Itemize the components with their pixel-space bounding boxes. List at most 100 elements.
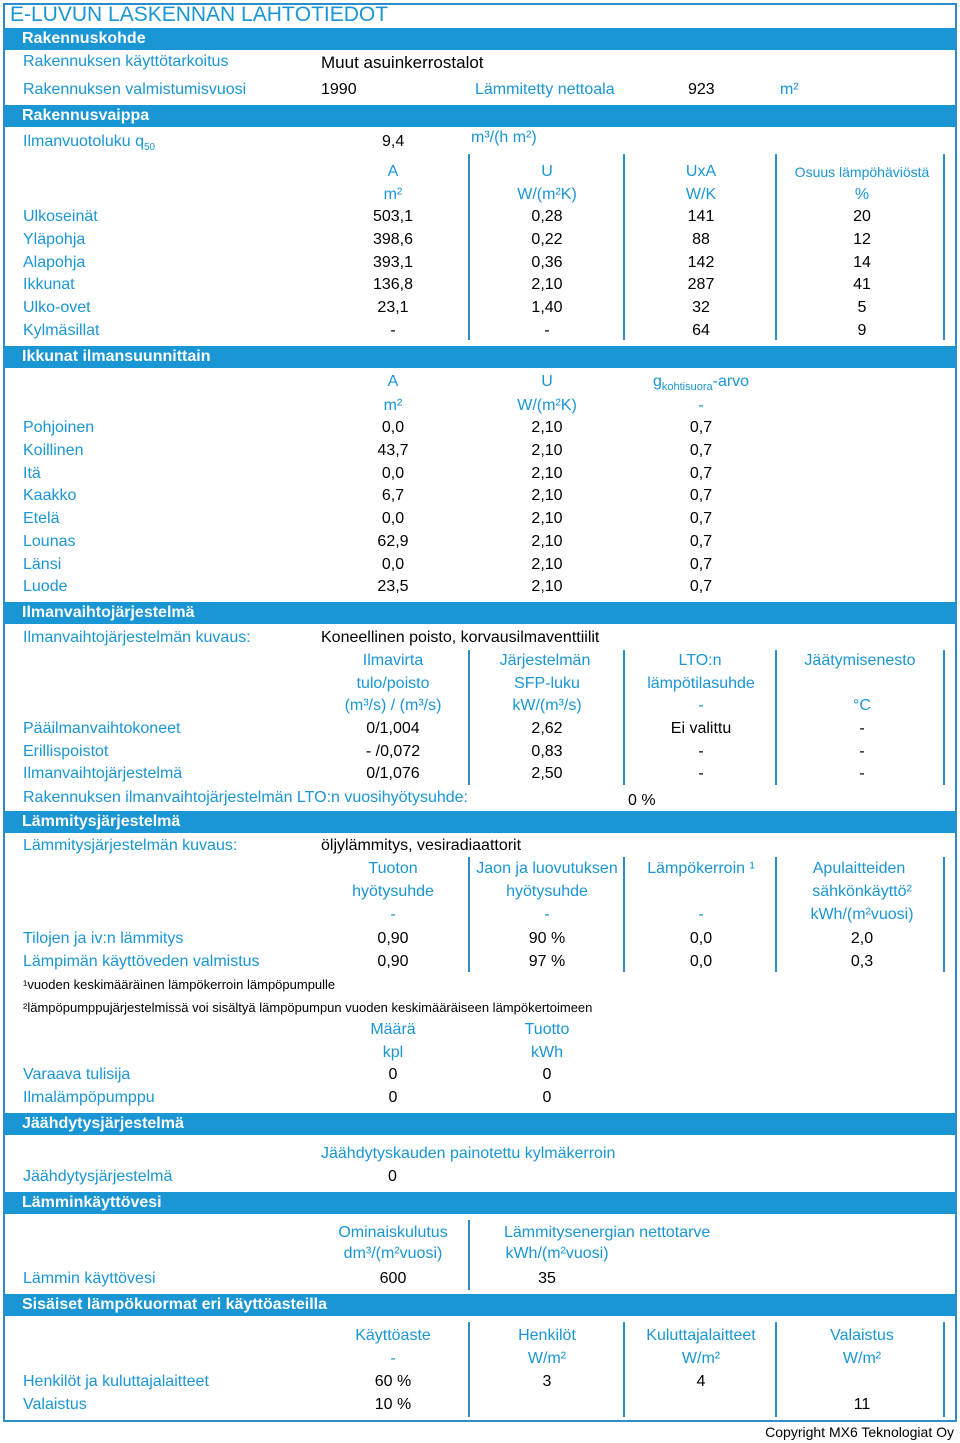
section-cooling: Jäähdytysjärjestelmä	[5, 1113, 955, 1135]
divider	[468, 154, 470, 340]
env-cell: 20	[853, 208, 871, 225]
env-cell: 5	[857, 299, 867, 316]
win-row-name: Lounas	[23, 533, 76, 550]
heat-cell: 0,3	[850, 953, 874, 970]
env-cell: 14	[853, 254, 871, 271]
win-row-name: Kaakko	[23, 487, 77, 504]
load-row-name: Valaistus	[23, 1396, 87, 1413]
heat-cell: 0,0	[689, 953, 713, 970]
load-unit: W/m²	[681, 1350, 721, 1367]
win-cell: 2,10	[531, 578, 563, 595]
heat-header: hyötysuhde	[352, 883, 434, 900]
footnote-1: ¹vuoden keskimääräinen lämpökerroin lämp…	[23, 977, 336, 992]
heat-unit: kWh/(m²vuosi)	[810, 906, 914, 923]
divider	[468, 1322, 470, 1417]
load-header: Kuluttajalaitteet	[646, 1327, 756, 1344]
vent-cell: -	[859, 720, 865, 737]
win-unit-a: m²	[383, 397, 403, 414]
heat-cell: 0,90	[377, 930, 409, 947]
env-unit-a: m²	[383, 186, 403, 203]
vent-header: LTO:n	[678, 652, 722, 669]
env-row-name: Kylmäsillat	[23, 322, 100, 339]
win-cell: 0,7	[689, 556, 713, 573]
vent-cell: -	[859, 743, 865, 760]
env-cell: 393,1	[372, 254, 414, 271]
win-row-name: Pohjoinen	[23, 419, 95, 436]
year-value: 1990	[321, 81, 357, 98]
vent-unit: -	[698, 697, 704, 714]
aux-cell: 0	[388, 1066, 398, 1083]
env-cell: -	[544, 322, 550, 339]
env-cell: 32	[692, 299, 710, 316]
leak-value: 9,4	[382, 133, 405, 150]
win-cell: 2,10	[531, 465, 563, 482]
env-header-uxa: UxA	[685, 163, 717, 180]
win-cell: 0,0	[381, 465, 405, 482]
vent-header: Jäätymisenesto	[804, 652, 916, 669]
env-row-name: Yläpohja	[23, 231, 86, 248]
vent-cell: 0/1,076	[366, 765, 420, 782]
env-cell: -	[390, 322, 396, 339]
heat-header: hyötysuhde	[506, 883, 588, 900]
heat-desc: öljylämmitys, vesiradiaattorit	[321, 837, 522, 854]
aux-header: Tuotto	[524, 1021, 570, 1038]
use-label: Rakennuksen käyttötarkoitus	[23, 53, 229, 70]
win-cell: 0,0	[381, 556, 405, 573]
divider	[775, 650, 777, 785]
env-cell: 398,6	[372, 231, 414, 248]
leak-label-sub: 50	[143, 142, 156, 154]
win-row-name: Luode	[23, 578, 68, 595]
aux-unit: kpl	[382, 1044, 404, 1061]
divider	[775, 1322, 777, 1417]
win-header-g-suffix: -arvo	[712, 373, 750, 390]
leak-unit: m³/(h m²)	[471, 129, 537, 146]
env-cell: 41	[853, 276, 871, 293]
divider	[943, 1322, 945, 1417]
win-cell: 2,10	[531, 442, 563, 459]
page-title: E-LUVUN LASKENNAN LÄHTÖTIEDOT	[10, 3, 389, 26]
load-cell: 3	[542, 1373, 552, 1390]
env-unit-u: W/(m²K)	[517, 186, 577, 203]
env-row-name: Ulko-ovet	[23, 299, 91, 316]
use-value: Muut asuinkerrostalot	[321, 53, 484, 72]
load-header: Käyttöaste	[355, 1327, 431, 1344]
heat-unit: -	[698, 906, 704, 923]
divider	[943, 857, 945, 972]
win-cell: 0,7	[689, 442, 713, 459]
lto-value: 0 %	[628, 792, 656, 809]
win-header-u: U	[541, 373, 553, 390]
section-dhw: Lämminkäyttövesi	[5, 1192, 955, 1214]
env-header-u: U	[541, 163, 553, 180]
env-cell: 2,10	[531, 276, 563, 293]
win-cell: 6,7	[381, 487, 405, 504]
env-cell: 136,8	[372, 276, 414, 293]
win-cell: 0,7	[689, 578, 713, 595]
section-windows: Ikkunat ilmansuunnittain	[5, 346, 955, 368]
heat-cell: 90 %	[528, 930, 566, 947]
env-cell: 0,36	[531, 254, 563, 271]
area-label: Lämmitetty nettoala	[475, 81, 615, 98]
heat-cell: 0,90	[377, 953, 409, 970]
win-row-name: Koillinen	[23, 442, 84, 459]
win-header-g-text: g	[652, 373, 662, 390]
vent-row-name: Ilmanvaihtojärjestelmä	[23, 765, 183, 782]
aux-unit: kWh	[531, 1044, 563, 1061]
dhw-header: Ominaiskulutus	[338, 1224, 448, 1241]
heat-unit: -	[390, 906, 396, 923]
heat-header: Lämpökerroin ¹	[647, 860, 755, 877]
vent-unit: °C	[853, 697, 871, 714]
divider	[623, 154, 625, 340]
load-header: Henkilöt	[518, 1327, 576, 1344]
win-cell: 2,10	[531, 533, 563, 550]
env-cell: 142	[687, 254, 715, 271]
win-header-g-sub: kohtisuora	[661, 381, 713, 394]
heat-cell: 0,0	[689, 930, 713, 947]
vent-cell: -	[698, 765, 704, 782]
divider	[468, 650, 470, 785]
footnote-2: ²lämpöpumppujärjestelmissä voi sisältyä …	[23, 1000, 593, 1015]
vent-cell: Ei valittu	[670, 720, 732, 737]
heat-header: Jaon ja luovutuksen	[476, 860, 618, 877]
win-cell: 43,7	[377, 442, 409, 459]
vent-cell: 2,62	[531, 720, 563, 737]
vent-desc-label: Ilmanvaihtojärjestelmän kuvaus:	[23, 629, 251, 646]
